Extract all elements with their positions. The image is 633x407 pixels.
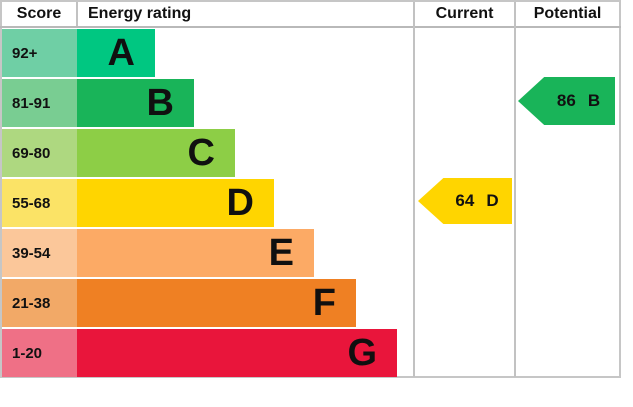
band-c-letter: C [187, 132, 215, 174]
current-rating-band: D [486, 191, 499, 210]
band-b-bar: B [77, 79, 194, 127]
potential-column-divider [514, 2, 516, 377]
band-f-bar: F [77, 279, 356, 327]
band-e-bar: E [77, 229, 314, 277]
band-c-bar: C [77, 129, 235, 177]
score-header: Score [16, 5, 62, 22]
band-d-letter: D [226, 182, 254, 224]
energy-rating-header: Energy rating [88, 5, 192, 22]
potential-rating-band: B [587, 91, 601, 110]
band-a-bar: A [77, 29, 155, 77]
band-e-letter: E [268, 232, 294, 274]
band-e-score-range: 39-54 [2, 229, 77, 277]
band-g-bar: G [77, 329, 397, 377]
band-a-letter: A [107, 32, 135, 74]
band-row-g: 1-20 G [2, 329, 397, 377]
band-row-f: 21-38 F [2, 279, 356, 327]
potential-header: Potential [533, 5, 602, 22]
potential-rating-value: 86 [556, 91, 576, 110]
band-row-c: 69-80 C [2, 129, 235, 177]
band-b-score-range: 81-91 [2, 79, 77, 127]
header-divider [0, 26, 621, 28]
band-d-score-range: 55-68 [2, 179, 77, 227]
current-header: Current [435, 5, 494, 22]
band-f-letter: F [312, 282, 336, 324]
band-d-bar: D [77, 179, 274, 227]
band-row-e: 39-54 E [2, 229, 314, 277]
score-column-divider [76, 2, 78, 26]
current-rating-value: 64 [455, 191, 475, 210]
band-b-letter: B [146, 82, 174, 124]
band-row-b: 81-91 B [2, 79, 194, 127]
band-f-score-range: 21-38 [2, 279, 77, 327]
band-row-d: 55-68 D [2, 179, 274, 227]
band-a-score-range: 92+ [2, 29, 77, 77]
band-c-score-range: 69-80 [2, 129, 77, 177]
band-row-a: 92+ A [2, 29, 155, 77]
current-column-divider [413, 2, 415, 377]
band-g-score-range: 1-20 [2, 329, 77, 377]
band-g-letter: G [347, 332, 377, 374]
